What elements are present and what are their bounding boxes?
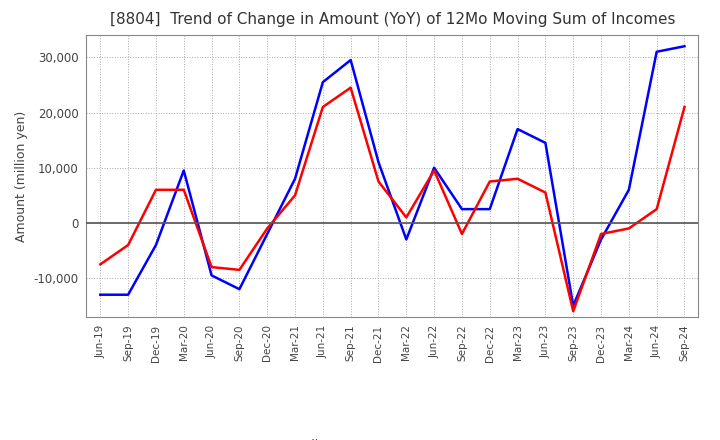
Net Income (680, 104, 689, 110)
Net Income (597, 231, 606, 237)
Ordinary Income (569, 303, 577, 308)
Ordinary Income (291, 176, 300, 181)
Net Income (346, 85, 355, 90)
Net Income (124, 242, 132, 248)
Legend: Ordinary Income, Net Income: Ordinary Income, Net Income (246, 434, 539, 440)
Ordinary Income (96, 292, 104, 297)
Net Income (207, 264, 216, 270)
Net Income (318, 104, 327, 110)
Ordinary Income (458, 206, 467, 212)
Net Income (624, 226, 633, 231)
Net Income (458, 231, 467, 237)
Net Income (402, 215, 410, 220)
Title: [8804]  Trend of Change in Amount (YoY) of 12Mo Moving Sum of Incomes: [8804] Trend of Change in Amount (YoY) o… (109, 12, 675, 27)
Net Income (96, 262, 104, 267)
Ordinary Income (318, 80, 327, 85)
Line: Net Income: Net Income (100, 88, 685, 311)
Ordinary Income (263, 231, 271, 237)
Net Income (263, 226, 271, 231)
Line: Ordinary Income: Ordinary Income (100, 46, 685, 306)
Ordinary Income (430, 165, 438, 170)
Net Income (541, 190, 550, 195)
Net Income (430, 168, 438, 173)
Net Income (291, 193, 300, 198)
Ordinary Income (652, 49, 661, 55)
Ordinary Income (597, 237, 606, 242)
Net Income (513, 176, 522, 181)
Net Income (374, 179, 383, 184)
Net Income (652, 206, 661, 212)
Net Income (179, 187, 188, 192)
Ordinary Income (374, 160, 383, 165)
Y-axis label: Amount (million yen): Amount (million yen) (15, 110, 28, 242)
Net Income (235, 267, 243, 272)
Ordinary Income (680, 44, 689, 49)
Ordinary Income (124, 292, 132, 297)
Net Income (569, 308, 577, 314)
Net Income (152, 187, 161, 192)
Ordinary Income (207, 273, 216, 278)
Ordinary Income (152, 242, 161, 248)
Ordinary Income (179, 168, 188, 173)
Ordinary Income (402, 237, 410, 242)
Ordinary Income (235, 286, 243, 292)
Ordinary Income (624, 187, 633, 192)
Net Income (485, 179, 494, 184)
Ordinary Income (541, 140, 550, 146)
Ordinary Income (513, 126, 522, 132)
Ordinary Income (346, 57, 355, 62)
Ordinary Income (485, 206, 494, 212)
